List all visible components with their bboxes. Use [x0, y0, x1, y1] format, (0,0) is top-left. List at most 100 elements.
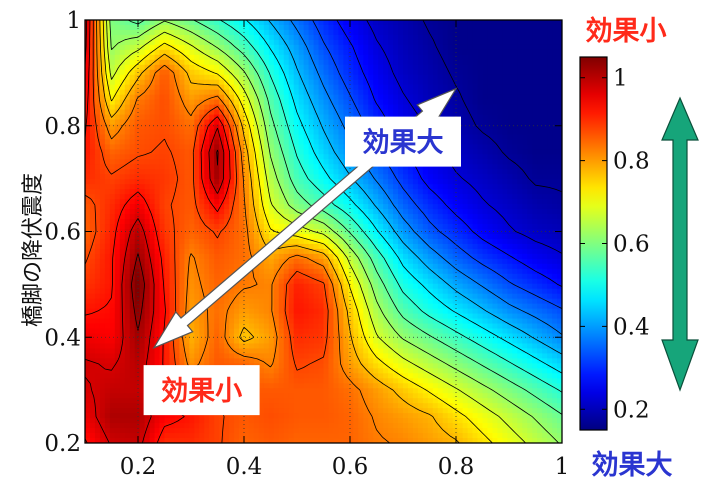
contour-cell: [537, 129, 543, 136]
contour-cell: [224, 144, 230, 150]
contour-cell: [149, 273, 156, 280]
contour-cell: [308, 109, 315, 116]
contour-cell: [179, 194, 185, 200]
contour-cell: [388, 184, 394, 190]
contour-cell: [85, 64, 91, 71]
contour-cell: [477, 248, 484, 255]
contour-cell: [159, 233, 166, 240]
contour-cell: [477, 169, 484, 175]
contour-cell: [104, 84, 111, 91]
contour-cell: [109, 159, 116, 165]
contour-cell: [378, 209, 384, 215]
contour-cell: [432, 79, 439, 86]
contour-cell: [194, 84, 200, 91]
contour-cell: [522, 109, 528, 116]
contour-cell: [248, 268, 255, 275]
contour-cell: [214, 229, 220, 235]
contour-cell: [502, 54, 508, 61]
contour-cell: [497, 258, 503, 265]
contour-cell: [179, 29, 185, 36]
contour-cell: [224, 94, 230, 101]
contour-cell: [522, 263, 528, 270]
contour-cell: [532, 199, 538, 205]
contour-cell: [199, 268, 205, 275]
contour-cell: [104, 268, 111, 275]
contour-cell: [209, 119, 215, 126]
contour-cell: [313, 149, 320, 155]
contour-cell: [308, 39, 315, 46]
contour-cell: [403, 109, 409, 116]
contour-cell: [303, 84, 310, 91]
contour-cell: [507, 199, 513, 205]
contour-cell: [388, 74, 394, 81]
contour-cell: [283, 154, 290, 160]
contour-cell: [244, 34, 250, 41]
contour-cell: [318, 64, 325, 71]
contour-cell: [194, 20, 200, 26]
contour-cell: [219, 20, 225, 26]
contour-cell: [209, 20, 215, 26]
contour-cell: [517, 214, 523, 220]
contour-cell: [532, 273, 538, 280]
contour-cell: [248, 114, 255, 121]
contour-cell: [363, 238, 369, 245]
contour-cell: [124, 194, 131, 200]
contour-cell: [164, 44, 171, 51]
contour-cell: [527, 268, 533, 275]
contour-cell: [517, 268, 523, 275]
contour-cell: [144, 129, 151, 136]
contour-cell: [219, 64, 225, 71]
contour-cell: [452, 84, 459, 91]
contour-cell: [393, 79, 399, 86]
contour-cell: [467, 79, 474, 86]
contour-cell: [149, 229, 156, 235]
contour-cell: [94, 154, 101, 160]
contour-cell: [407, 238, 414, 245]
contour-cell: [323, 154, 330, 160]
contour-cell: [303, 149, 310, 155]
contour-cell: [278, 149, 285, 155]
contour-cell: [447, 109, 454, 116]
contour-cell: [94, 44, 101, 51]
contour-cell: [492, 94, 499, 101]
contour-cell: [144, 214, 151, 220]
contour-cell: [219, 144, 225, 150]
contour-cell: [552, 179, 558, 185]
contour-cell: [343, 263, 349, 270]
contour-cell: [189, 69, 195, 76]
contour-cell: [278, 119, 285, 126]
contour-cell: [114, 233, 121, 240]
contour-cell: [457, 199, 464, 205]
contour-cell: [169, 258, 176, 265]
contour-cell: [457, 44, 464, 51]
contour-cell: [298, 79, 305, 86]
contour-cell: [437, 29, 444, 36]
contour-cell: [194, 243, 200, 250]
contour-cell: [393, 189, 399, 195]
contour-cell: [229, 69, 235, 76]
contour-cell: [427, 79, 434, 86]
contour-cell: [209, 204, 215, 210]
contour-cell: [517, 174, 523, 180]
contour-cell: [99, 263, 106, 270]
contour-cell: [144, 134, 151, 141]
contour-cell: [298, 204, 305, 210]
contour-cell: [462, 104, 469, 111]
contour-cell: [467, 169, 474, 175]
contour-cell: [398, 89, 404, 96]
contour-cell: [114, 39, 121, 46]
contour-cell: [447, 24, 454, 31]
contour-cell: [308, 199, 315, 205]
contour-cell: [273, 184, 280, 190]
contour-cell: [278, 268, 285, 275]
contour-cell: [94, 20, 101, 26]
contour-cell: [268, 129, 275, 136]
contour-cell: [472, 199, 479, 205]
contour-cell: [278, 214, 285, 220]
contour-cell: [437, 64, 444, 71]
contour-cell: [522, 189, 528, 195]
contour-cell: [517, 248, 523, 255]
contour-cell: [189, 20, 195, 26]
contour-cell: [502, 24, 508, 31]
contour-cell: [229, 268, 235, 275]
